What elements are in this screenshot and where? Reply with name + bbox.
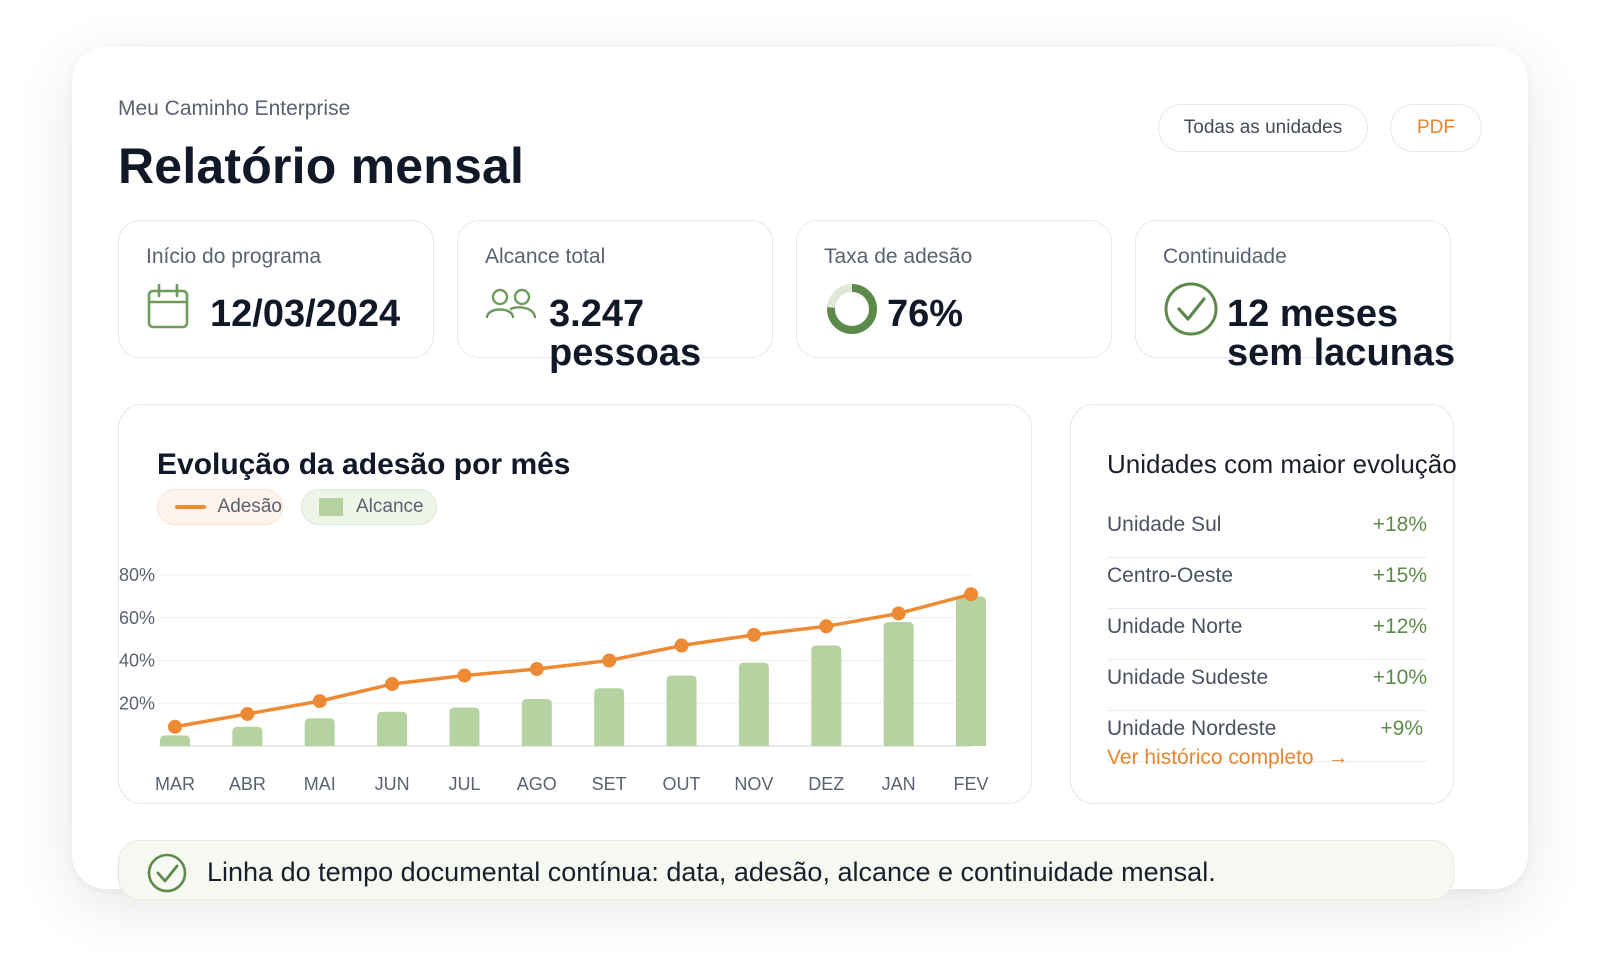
arrow-right-icon: → (1327, 746, 1349, 769)
legend-item-adesao[interactable]: Adesão (157, 489, 283, 525)
kpi-value: 3.247 pessoas (549, 295, 701, 373)
ranking-title: Unidades com maior evolução (1107, 449, 1457, 479)
chart-title: Evolução da adesão por mês (157, 448, 571, 481)
x-tick-label: AGO (517, 774, 557, 794)
full-history-link[interactable]: Ver histórico completo → (1107, 746, 1348, 770)
legend-label: Alcance (356, 496, 424, 517)
y-tick-label: 80% (119, 565, 155, 585)
bar-alcance (594, 688, 625, 746)
point-adesao (240, 706, 255, 721)
brand-name: Meu Caminho Enterprise (118, 97, 351, 120)
bar-alcance (232, 726, 263, 746)
x-tick-label: JAN (882, 774, 916, 794)
unit-growth: +9% (1380, 717, 1423, 740)
donut-icon (824, 281, 880, 342)
y-tick-label: 20% (119, 693, 155, 713)
legend-bar-swatch (319, 498, 343, 516)
kpi-label: Início do programa (146, 245, 322, 268)
kpi-value: 76% (887, 293, 964, 335)
point-adesao (891, 606, 906, 621)
kpi-card-continuity: Continuidade 12 meses sem lacunas (1135, 220, 1455, 373)
x-tick-label: MAI (304, 774, 336, 794)
ranking-row: Unidade Norte +12% (1107, 609, 1427, 660)
x-tick-label: NOV (734, 774, 773, 794)
x-tick-label: JUN (375, 774, 410, 794)
unit-name: Unidade Nordeste (1107, 717, 1277, 740)
calendar-icon (146, 283, 190, 336)
y-tick-label: 60% (119, 608, 155, 628)
kpi-card-adhesion-rate: Taxa de adesão 76% (796, 220, 1112, 358)
point-adesao (746, 627, 761, 642)
bar-alcance (811, 645, 842, 746)
point-adesao (312, 694, 327, 709)
top-units-panel: Unidades com maior evolução Unidade Sul … (1070, 404, 1457, 804)
x-tick-label: JUL (448, 774, 480, 794)
kpi-value-line1: 12 meses (1227, 293, 1399, 335)
bar-alcance (160, 735, 190, 746)
kpi-value: 12 meses sem lacunas (1227, 295, 1455, 373)
chart-plot: 20% 40% 60% 80% MAR ABR MAI JUN JUL AGO SET OUT NOV D… (119, 565, 989, 794)
ranking-row: Centro-Oeste +15% (1107, 558, 1427, 609)
page-title: Relatório mensal (118, 138, 525, 194)
x-tick-label: FEV (953, 774, 988, 794)
kpi-value: 12/03/2024 (210, 293, 401, 335)
unit-growth: +10% (1372, 666, 1427, 689)
pdf-button[interactable]: PDF (1390, 104, 1482, 152)
x-tick-label: MAR (155, 774, 195, 794)
adhesion-chart-panel: Evolução da adesão por mês Adesão Alcanc… (118, 404, 1032, 804)
kpi-card-program-start: Início do programa 12/03/2024 (118, 220, 434, 358)
unit-growth: +12% (1372, 615, 1427, 638)
unit-name: Unidade Sudeste (1107, 666, 1269, 689)
ranking-row: Unidade Nordeste +9% (1107, 711, 1427, 762)
bar-alcance (377, 711, 408, 746)
people-icon (485, 287, 537, 326)
timeline-banner: Linha do tempo documental contínua: data… (118, 840, 1454, 900)
banner-text: Linha do tempo documental contínua: data… (207, 857, 1216, 887)
units-filter-button[interactable]: Todas as unidades (1158, 104, 1368, 152)
legend-item-alcance[interactable]: Alcance (301, 489, 437, 525)
ranking-row: Unidade Sul +18% (1107, 507, 1427, 558)
legend-label: Adesão (217, 496, 282, 517)
bar-alcance (738, 662, 769, 746)
bar-alcance (304, 718, 335, 746)
check-circle-icon (1163, 281, 1219, 342)
line-adesao (174, 592, 972, 729)
check-circle-icon (147, 853, 187, 898)
bar-alcance (449, 707, 480, 746)
x-tick-label: OUT (663, 774, 701, 794)
legend-line-swatch (175, 505, 206, 509)
ranking-row: Unidade Sudeste +10% (1107, 660, 1427, 711)
y-tick-label: 40% (119, 651, 155, 671)
x-tick-label: ABR (229, 774, 266, 794)
bar-alcance (883, 622, 914, 746)
x-tick-label: SET (592, 774, 627, 794)
report-card: Meu Caminho Enterprise Relatório mensal … (72, 47, 1528, 900)
bar-alcance (956, 596, 986, 746)
point-adesao (168, 719, 182, 734)
kpi-card-total-reach: Alcance total 3.247 pessoas (457, 220, 773, 373)
unit-name: Unidade Sul (1107, 513, 1222, 536)
x-tick-label: DEZ (808, 774, 844, 794)
bar-alcance (666, 675, 697, 746)
point-adesao (674, 638, 689, 653)
point-adesao (385, 677, 400, 692)
link-label: Ver histórico completo (1107, 746, 1314, 769)
kpi-value-line2: pessoas (549, 332, 702, 374)
kpi-label: Taxa de adesão (824, 245, 973, 268)
kpi-label: Continuidade (1163, 245, 1287, 268)
point-adesao (602, 653, 617, 668)
kpi-label: Alcance total (485, 245, 606, 268)
kpi-value-line1: 3.247 (549, 293, 645, 335)
unit-growth: +15% (1372, 564, 1427, 587)
unit-name: Unidade Norte (1107, 615, 1243, 638)
unit-name: Centro-Oeste (1107, 564, 1234, 587)
kpi-value-line2: sem lacunas (1227, 332, 1456, 374)
point-adesao (964, 587, 978, 602)
unit-growth: +18% (1372, 513, 1427, 536)
point-adesao (457, 668, 472, 683)
bar-alcance (521, 698, 552, 746)
point-adesao (819, 619, 834, 634)
point-adesao (529, 662, 544, 677)
